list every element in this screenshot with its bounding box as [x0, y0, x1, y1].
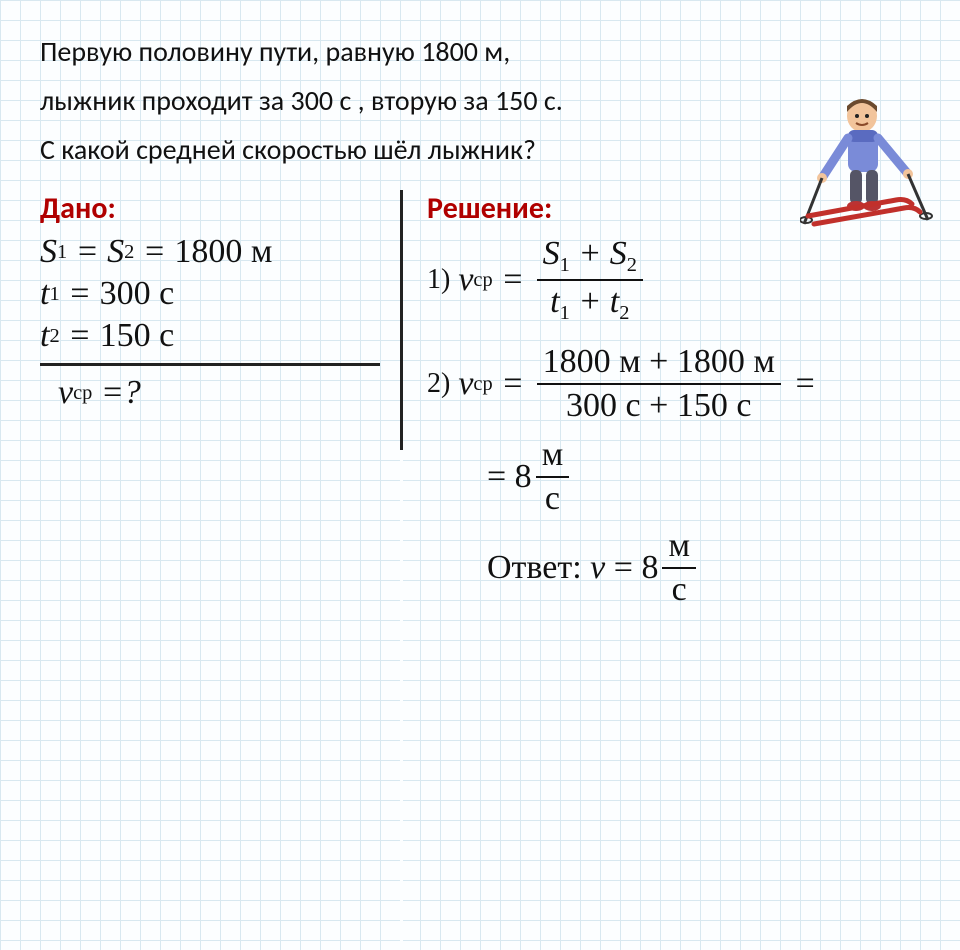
- solution-result: = 8 м с: [487, 434, 920, 521]
- given-label: Дано:: [40, 190, 380, 227]
- problem-line-3: С какой средней скоростью шёл лыжник?: [40, 128, 920, 173]
- given-rule: [40, 363, 380, 366]
- solution-step-1: 1) vср = S1 + S2 t1 + t2: [427, 233, 920, 326]
- work-area: Дано: S1 = S2 = 1800 м t1 = 300 с t2 = 1…: [40, 190, 920, 615]
- solution-answer: Ответ: v = 8 м с: [487, 525, 920, 612]
- problem-statement: Первую половину пути, равную 1800 м, лыж…: [40, 30, 920, 172]
- given-find: vср =?: [40, 374, 380, 412]
- given-t1: t1 = 300 с: [40, 275, 380, 313]
- given-s: S1 = S2 = 1800 м: [40, 233, 380, 271]
- given-t2: t2 = 150 с: [40, 317, 380, 355]
- problem-line-2: лыжник проходит за 300 с , вторую за 150…: [40, 79, 920, 124]
- solution-label: Решение:: [427, 190, 920, 227]
- given-column: Дано: S1 = S2 = 1800 м t1 = 300 с t2 = 1…: [40, 190, 400, 615]
- solution-column: Решение: 1) vср = S1 + S2 t1 + t2 2) vср…: [400, 190, 920, 615]
- solution-step-2: 2) vср = 1800 м + 1800 м 300 с + 150 с =: [427, 341, 920, 428]
- problem-line-1: Первую половину пути, равную 1800 м,: [40, 30, 920, 75]
